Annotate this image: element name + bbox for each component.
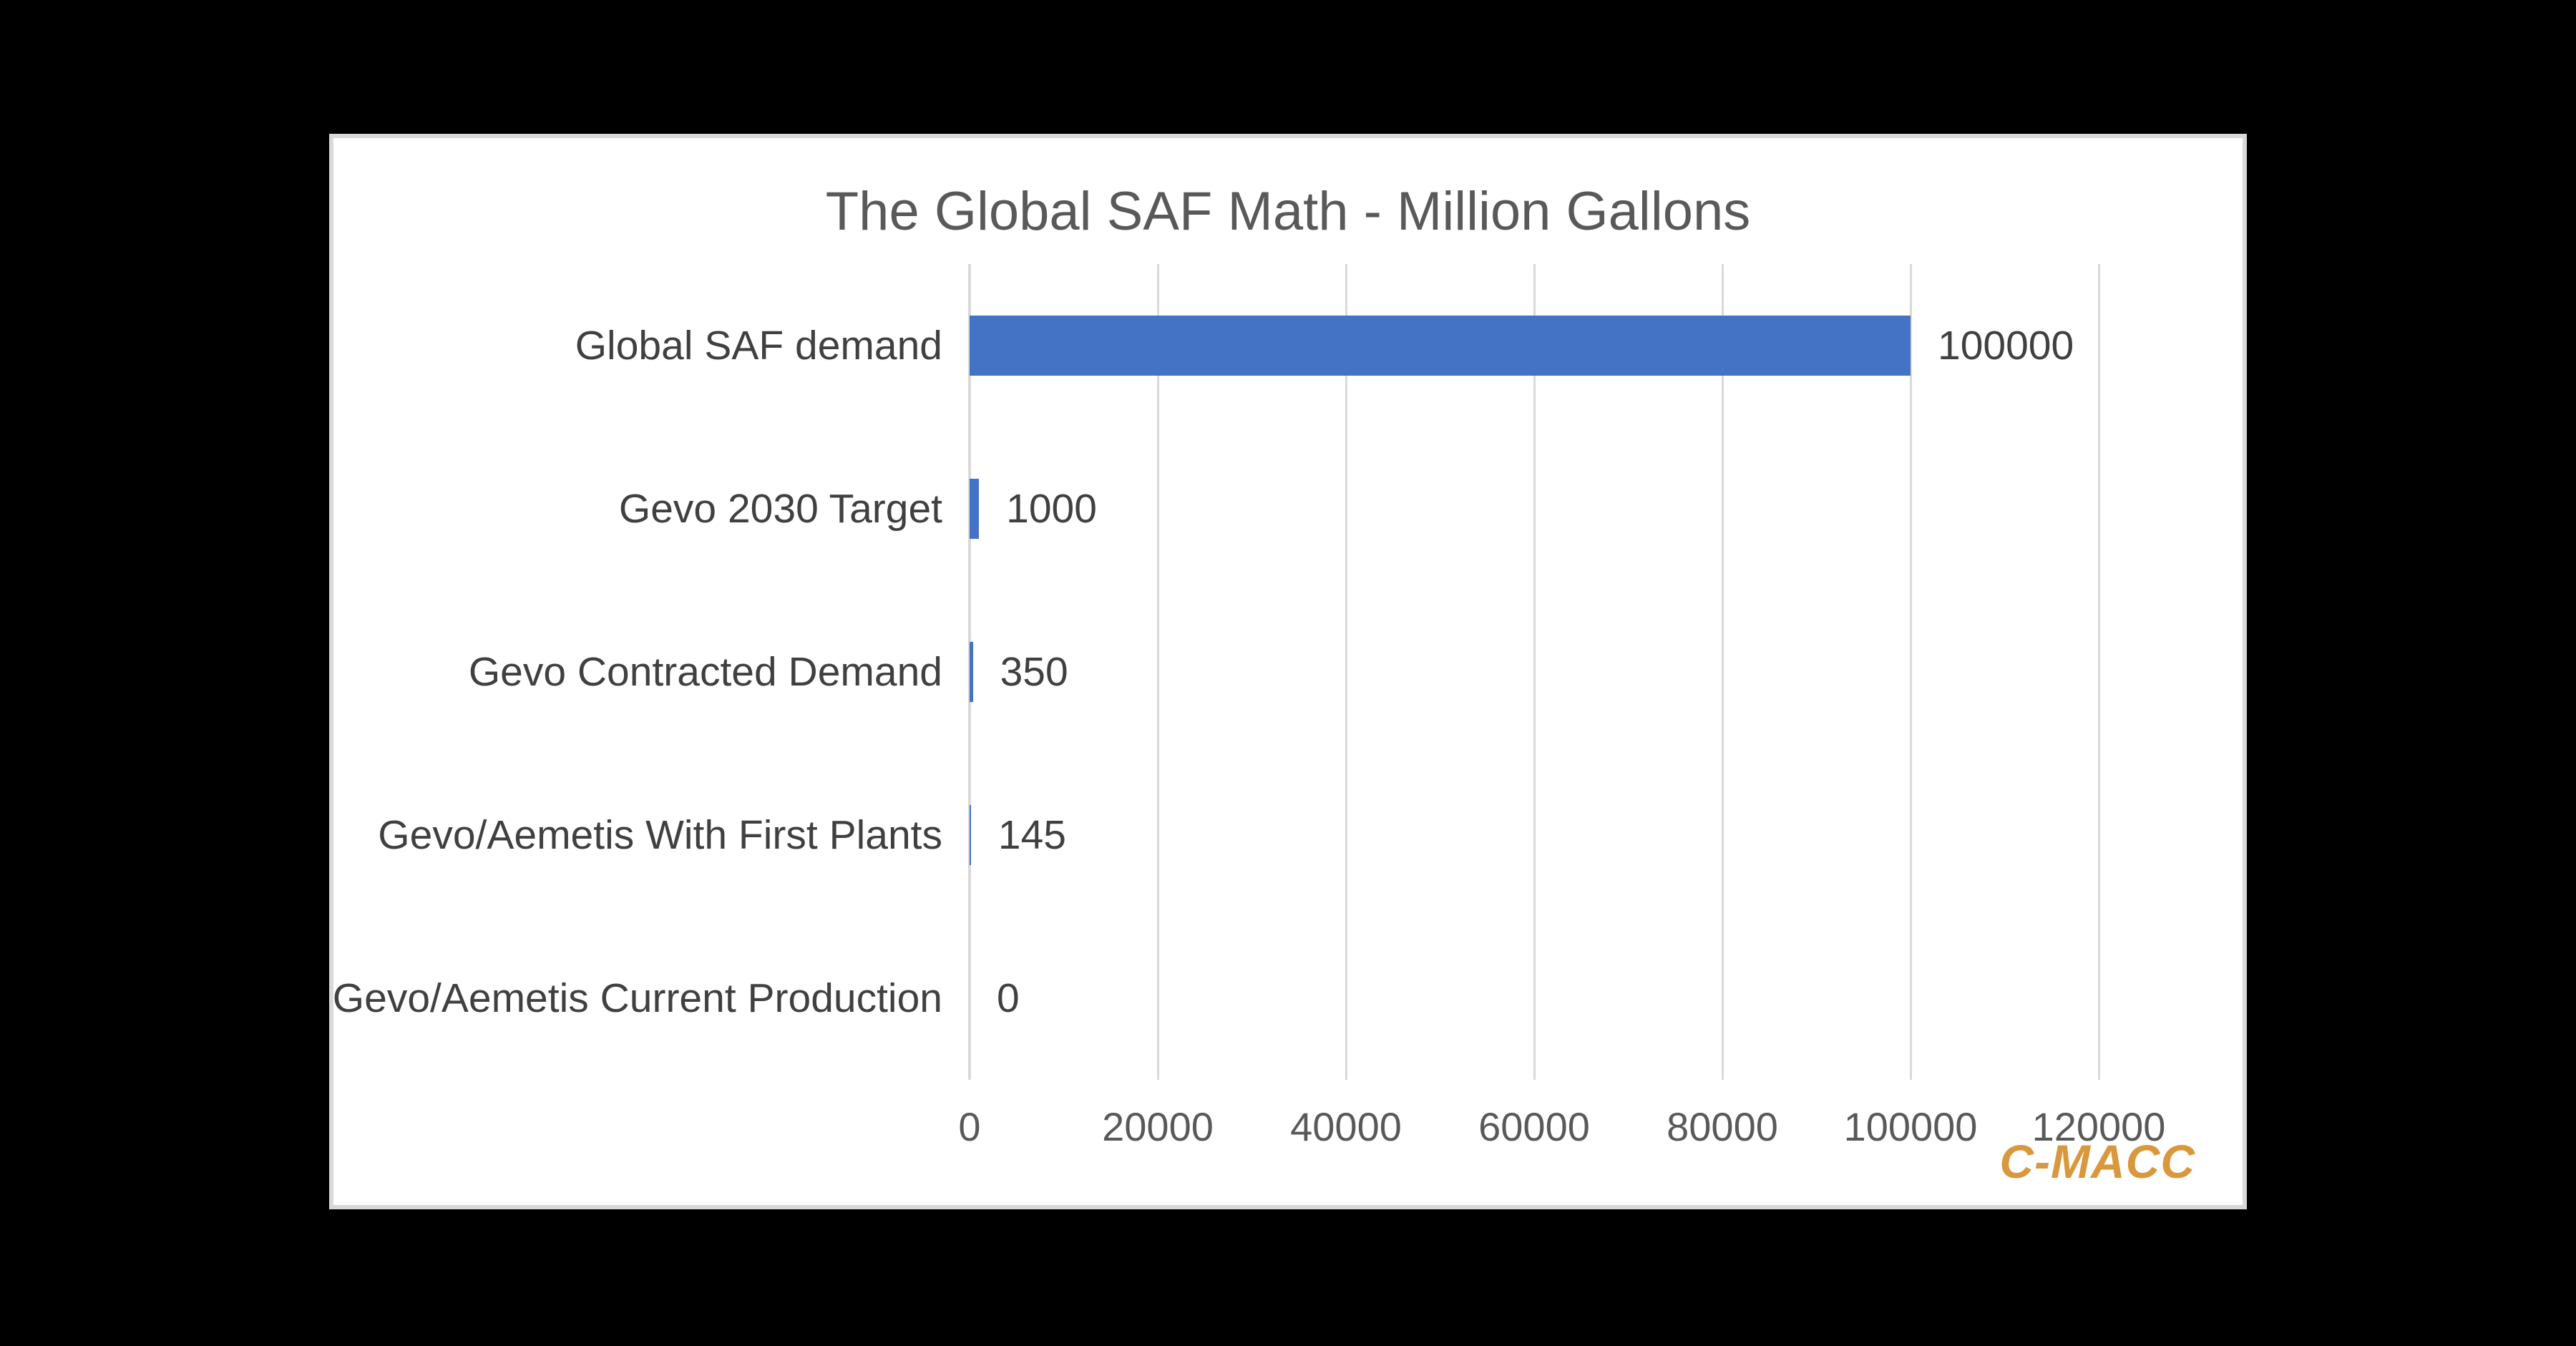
bar-global-saf-demand xyxy=(970,316,1911,376)
category-label: Gevo/Aemetis Current Production xyxy=(332,975,942,1021)
data-label: 145 xyxy=(997,812,1067,858)
bar-gevo-2030-target xyxy=(970,479,980,539)
bar-gevo-contracted-demand xyxy=(970,642,973,702)
gridline xyxy=(1533,264,1536,1080)
gridline xyxy=(1345,264,1347,1080)
chart-area: The Global SAF Math - Million Gallons 0 2… xyxy=(329,134,2247,1209)
x-axis-tick-label: 80000 xyxy=(1667,1104,1778,1149)
gridline xyxy=(1156,264,1159,1080)
x-axis-tick-label: 60000 xyxy=(1478,1104,1590,1149)
chart-card: The Global SAF Math - Million Gallons 0 2… xyxy=(329,134,2247,1209)
data-label: 100000 xyxy=(1938,323,2074,369)
data-label: 1000 xyxy=(1006,486,1097,532)
category-label: Gevo/Aemetis With First Plants xyxy=(378,812,942,858)
x-axis-tick-label: 40000 xyxy=(1290,1104,1402,1149)
data-label: 350 xyxy=(1000,649,1068,695)
gridline xyxy=(1721,264,1724,1080)
x-axis-tick-label: 20000 xyxy=(1102,1104,1214,1149)
gridline xyxy=(2097,264,2100,1080)
data-label: 0 xyxy=(997,975,1020,1021)
category-label: Gevo Contracted Demand xyxy=(468,649,942,695)
chart-title: The Global SAF Math - Million Gallons xyxy=(825,181,1751,242)
category-label: Global SAF demand xyxy=(575,323,942,369)
cmacc-logo: C-MACC xyxy=(1999,1135,2195,1188)
bar-gevo-aemetis-with-first-plants xyxy=(970,805,971,865)
gridline xyxy=(1909,264,1912,1080)
x-axis-tick-label: 0 xyxy=(958,1104,981,1149)
x-axis-tick-label: 100000 xyxy=(1843,1104,1978,1149)
category-label: Gevo 2030 Target xyxy=(618,486,942,532)
x-axis-tick-label: 120000 xyxy=(2031,1104,2166,1149)
